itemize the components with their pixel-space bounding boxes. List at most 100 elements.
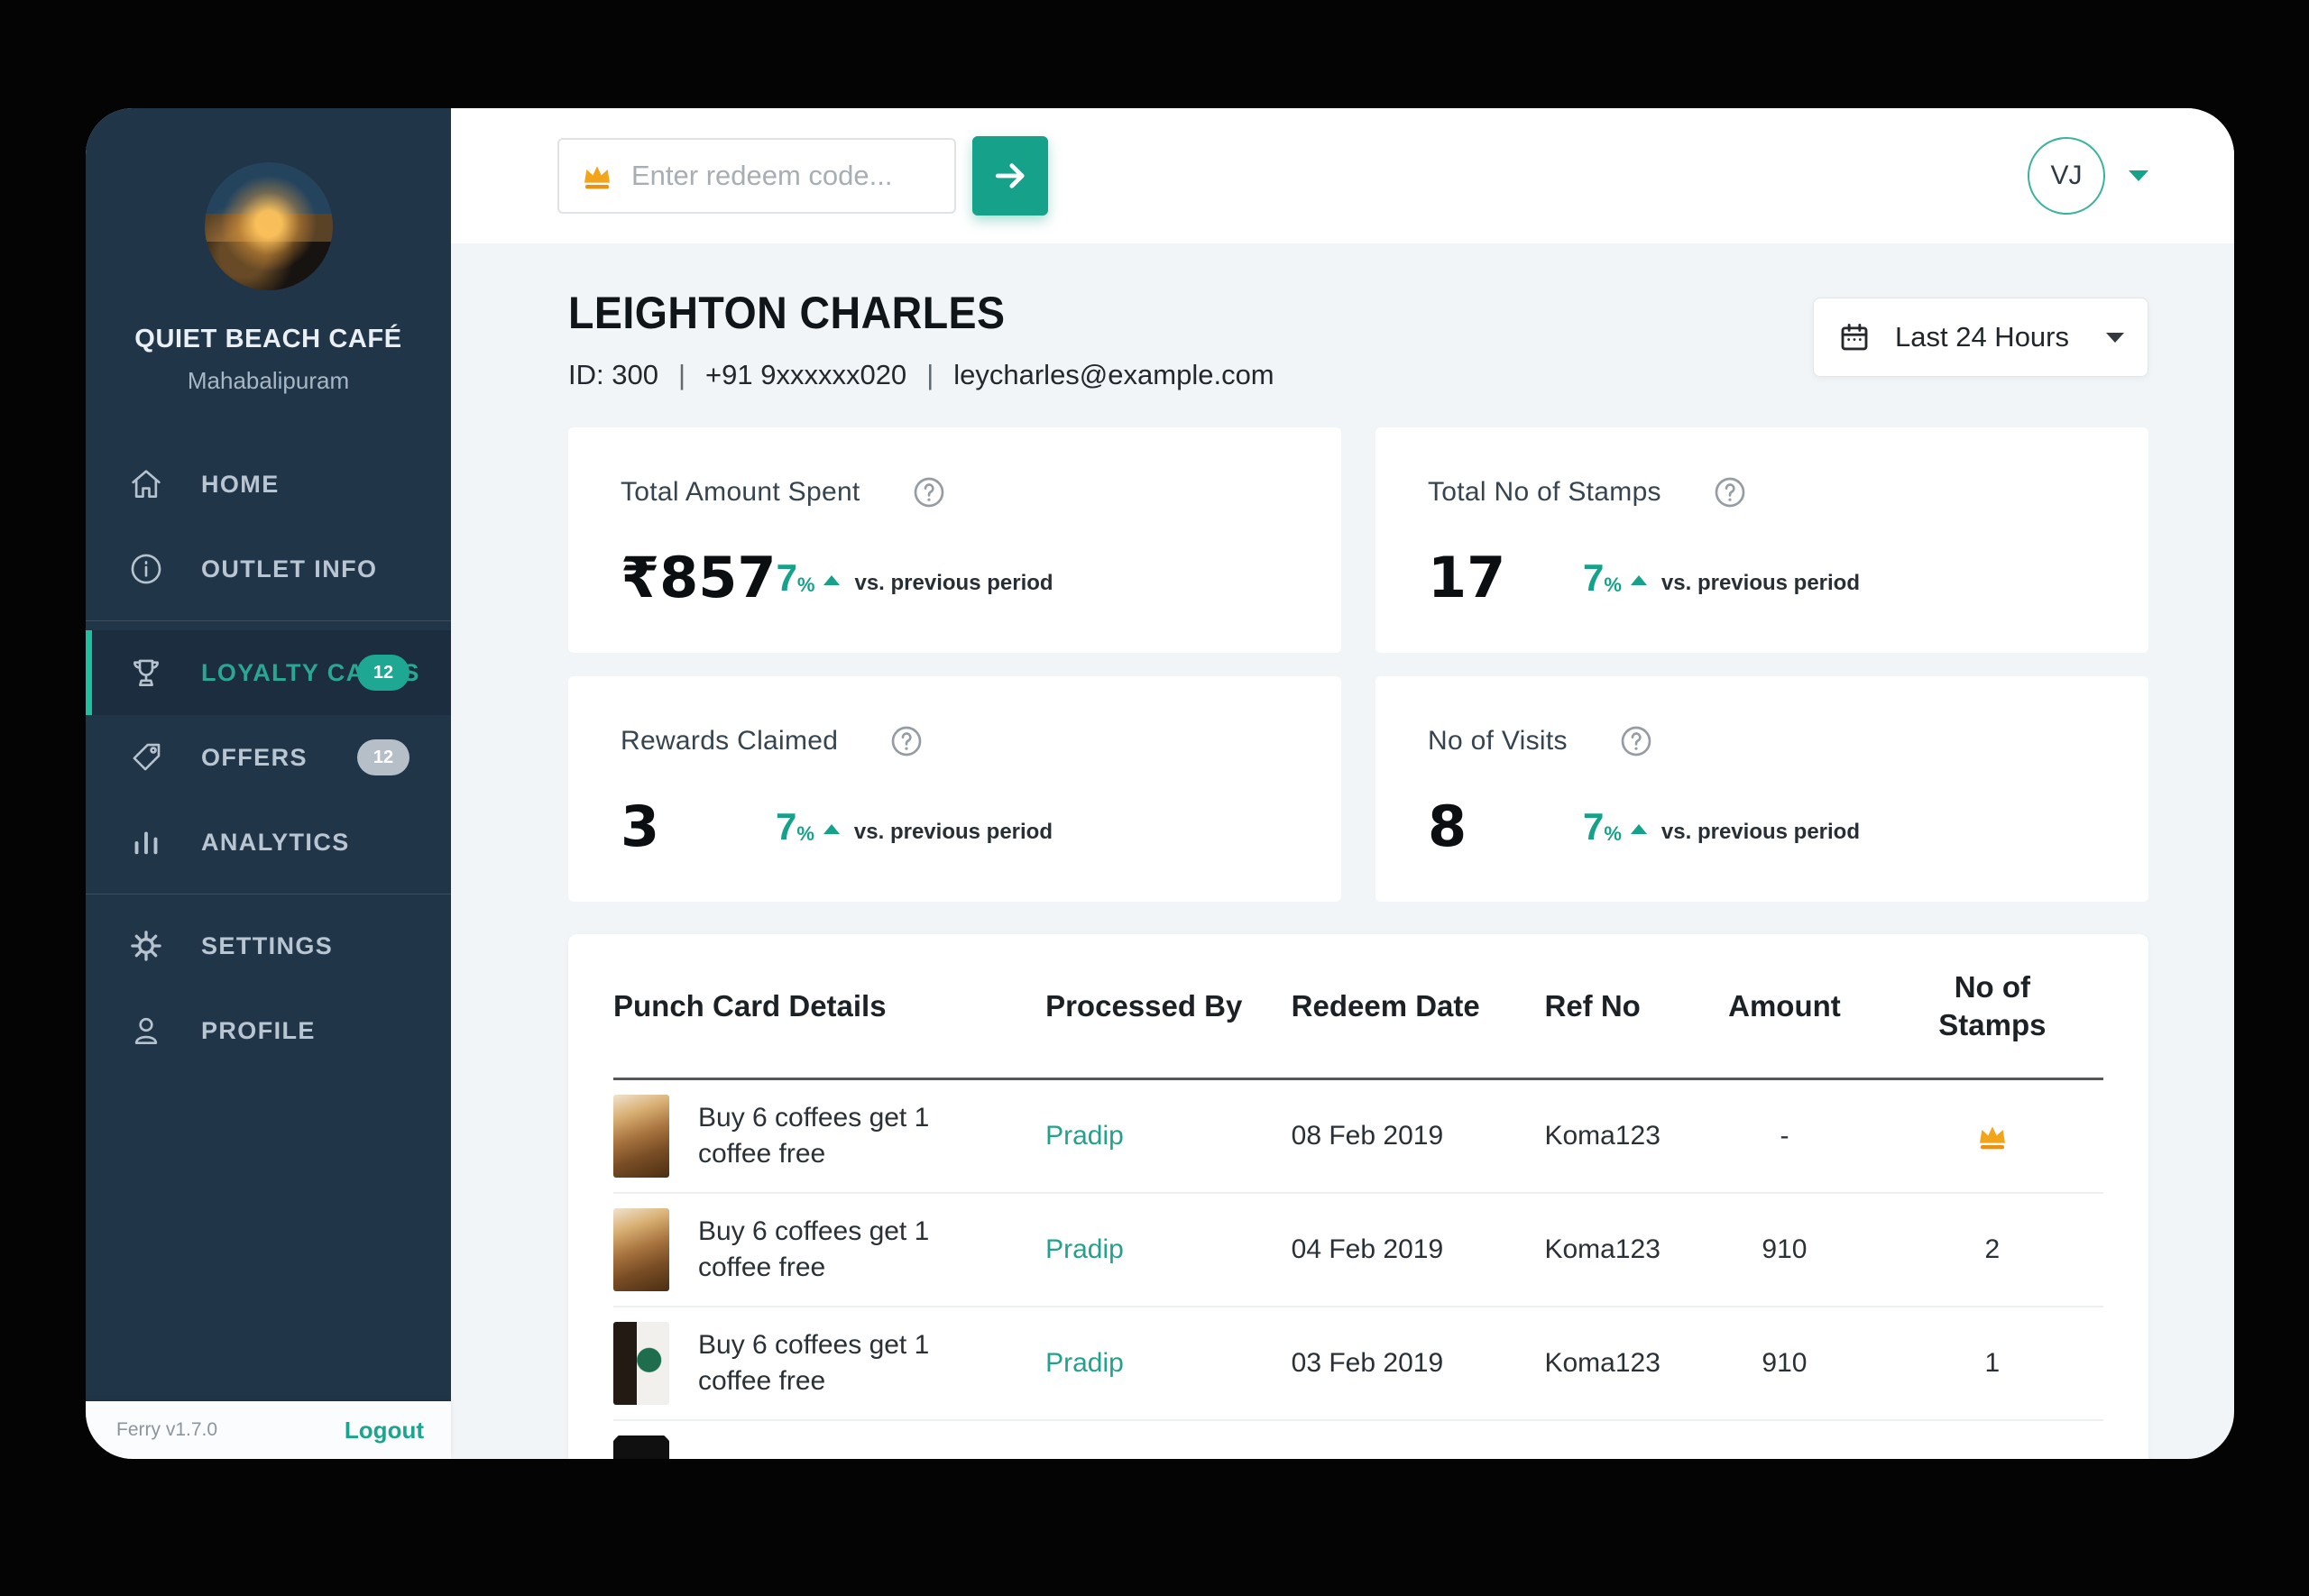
table-row[interactable]: Buy 6 coffees get 1 coffee free Pradip 0… bbox=[613, 1307, 2103, 1421]
stat-delta: 7 % bbox=[777, 558, 841, 597]
date-range-dropdown[interactable]: Last 24 Hours bbox=[1813, 298, 2148, 377]
avatar[interactable]: VJ bbox=[2028, 137, 2105, 215]
sidebar-item-analytics[interactable]: ANALYTICS bbox=[86, 800, 451, 885]
amount: 910 bbox=[1762, 1234, 1808, 1264]
home-icon bbox=[132, 470, 161, 498]
table-row[interactable]: Buy 6 coffees get 1 bbox=[613, 1421, 2103, 1459]
processed-by: Pradip bbox=[1045, 1121, 1124, 1151]
processed-by: Pradip bbox=[1045, 1348, 1124, 1378]
cafe-photo-avatar bbox=[204, 162, 333, 290]
help-icon[interactable] bbox=[1618, 723, 1654, 759]
customer-email: leycharles@example.com bbox=[953, 359, 1274, 390]
stat-label: Total Amount Spent bbox=[621, 477, 860, 507]
stat-value: 17 bbox=[1428, 545, 1506, 610]
main-area: VJ LEIGHTON CHARLES ID: 300 | +91 9xxxxx… bbox=[451, 108, 2234, 1459]
offers-badge: 12 bbox=[357, 739, 409, 775]
stat-delta: 7 % bbox=[1583, 807, 1647, 846]
stat-compare-label: vs. previous period bbox=[853, 819, 1053, 844]
cafe-location: Mahabalipuram bbox=[187, 367, 350, 394]
redeem-submit-button[interactable] bbox=[972, 136, 1048, 216]
meta-separator: | bbox=[926, 359, 934, 390]
column-header: Ref No bbox=[1544, 988, 1641, 1023]
customer-header: LEIGHTON CHARLES ID: 300 | +91 9xxxxxx02… bbox=[568, 287, 1274, 391]
sidebar: QUIET BEACH CAFÉ Mahabalipuram HOME OUTL… bbox=[86, 108, 451, 1459]
punch-card-table: Punch Card Details Processed By Redeem D… bbox=[568, 934, 2148, 1459]
sidebar-item-label: SETTINGS bbox=[201, 931, 334, 959]
punch-card-name: Buy 6 coffees get 1 coffee free bbox=[698, 1102, 930, 1169]
sidebar-item-profile[interactable]: PROFILE bbox=[86, 988, 451, 1073]
page-content: LEIGHTON CHARLES ID: 300 | +91 9xxxxxx02… bbox=[451, 243, 2234, 1459]
processed-by: Pradip bbox=[1045, 1234, 1124, 1264]
punch-card-thumbnail bbox=[613, 1435, 669, 1459]
amount: - bbox=[1780, 1121, 1789, 1151]
calendar-icon bbox=[1841, 323, 1868, 351]
date-range-value: Last 24 Hours bbox=[1895, 321, 2069, 353]
redeem-date: 08 Feb 2019 bbox=[1291, 1121, 1444, 1151]
column-header: Punch Card Details bbox=[613, 988, 887, 1023]
ref-no: Koma123 bbox=[1544, 1121, 1660, 1151]
stat-delta: 7 % bbox=[776, 807, 840, 846]
sidebar-item-label: ANALYTICS bbox=[201, 828, 350, 856]
help-icon[interactable] bbox=[888, 723, 925, 759]
ref-no: Koma123 bbox=[1544, 1234, 1660, 1264]
stat-value: 3 bbox=[621, 793, 660, 859]
user-menu[interactable]: VJ bbox=[2028, 137, 2148, 215]
logout-button[interactable]: Logout bbox=[344, 1416, 424, 1444]
stamps-count: 1 bbox=[1984, 1348, 2001, 1378]
stat-card-rewards-claimed: Rewards Claimed 3 7 % bbox=[568, 676, 1341, 902]
redeem-code-input[interactable] bbox=[557, 138, 956, 214]
trend-up-icon bbox=[1630, 823, 1647, 834]
stats-grid: Total Amount Spent ₹857 7 % bbox=[568, 427, 2148, 902]
punch-card-name: Buy 6 coffees get 1 coffee free bbox=[698, 1215, 930, 1283]
column-header: Redeem Date bbox=[1291, 988, 1480, 1023]
stat-delta: 7 % bbox=[1583, 558, 1647, 597]
help-icon[interactable] bbox=[1712, 474, 1748, 510]
sidebar-item-label: PROFILE bbox=[201, 1016, 316, 1044]
sidebar-item-settings[interactable]: SETTINGS bbox=[86, 903, 451, 988]
topbar: VJ bbox=[451, 108, 2234, 243]
chevron-down-icon bbox=[2106, 332, 2124, 343]
meta-separator: | bbox=[677, 359, 686, 390]
stat-card-no-of-visits: No of Visits 8 7 % bbox=[1375, 676, 2148, 902]
customer-phone: +91 9xxxxxx020 bbox=[705, 359, 907, 390]
stamps-cell bbox=[1881, 1118, 2103, 1154]
table-row[interactable]: Buy 6 coffees get 1 coffee free Pradip 0… bbox=[613, 1194, 2103, 1307]
cafe-name: QUIET BEACH CAFÉ bbox=[134, 325, 402, 353]
sidebar-nav: HOME OUTLET INFO LOYALTY CARDS 12 bbox=[86, 442, 451, 1073]
column-header: Processed By bbox=[1045, 988, 1243, 1023]
stat-label: Total No of Stamps bbox=[1428, 477, 1661, 507]
table-row[interactable]: Buy 6 coffees get 1 coffee free Pradip 0… bbox=[613, 1080, 2103, 1194]
crown-icon bbox=[1979, 1126, 2005, 1150]
sidebar-item-offers[interactable]: OFFERS 12 bbox=[86, 715, 451, 800]
crown-icon bbox=[584, 166, 610, 189]
customer-meta: ID: 300 | +91 9xxxxxx020 | leycharles@ex… bbox=[568, 359, 1274, 391]
redeem-date: 04 Feb 2019 bbox=[1291, 1234, 1444, 1264]
stat-label: No of Visits bbox=[1428, 726, 1568, 756]
stamps-count: 2 bbox=[1984, 1234, 2001, 1264]
page-title: LEIGHTON CHARLES bbox=[568, 288, 1006, 338]
stat-compare-label: vs. previous period bbox=[854, 570, 1053, 595]
info-icon bbox=[131, 554, 161, 584]
app-window: QUIET BEACH CAFÉ Mahabalipuram HOME OUTL… bbox=[86, 108, 2234, 1459]
sidebar-item-label: HOME bbox=[201, 470, 280, 498]
trend-up-icon bbox=[1630, 574, 1647, 585]
sidebar-divider bbox=[86, 620, 451, 621]
column-header: No of Stamps bbox=[1938, 970, 2047, 1041]
sidebar-item-home[interactable]: HOME bbox=[86, 442, 451, 527]
stat-label: Rewards Claimed bbox=[621, 726, 839, 756]
stat-card-total-amount-spent: Total Amount Spent ₹857 7 % bbox=[568, 427, 1341, 653]
app-version: Ferry v1.7.0 bbox=[116, 1419, 218, 1440]
sidebar-item-loyalty-cards[interactable]: LOYALTY CARDS 12 bbox=[86, 630, 451, 715]
amount: 910 bbox=[1762, 1348, 1808, 1378]
chevron-down-icon bbox=[2129, 170, 2148, 181]
sidebar-item-label: OFFERS bbox=[201, 743, 308, 771]
trophy-icon bbox=[133, 659, 159, 686]
help-icon[interactable] bbox=[911, 474, 947, 510]
loyalty-cards-badge: 12 bbox=[357, 655, 409, 691]
stat-compare-label: vs. previous period bbox=[1660, 570, 1860, 595]
redeem-code-field-wrap bbox=[557, 138, 956, 214]
ref-no: Koma123 bbox=[1544, 1348, 1660, 1378]
sidebar-item-outlet-info[interactable]: OUTLET INFO bbox=[86, 527, 451, 611]
arrow-right-icon bbox=[995, 163, 1025, 188]
punch-card-name: Buy 6 coffees get 1 coffee free bbox=[698, 1329, 930, 1397]
